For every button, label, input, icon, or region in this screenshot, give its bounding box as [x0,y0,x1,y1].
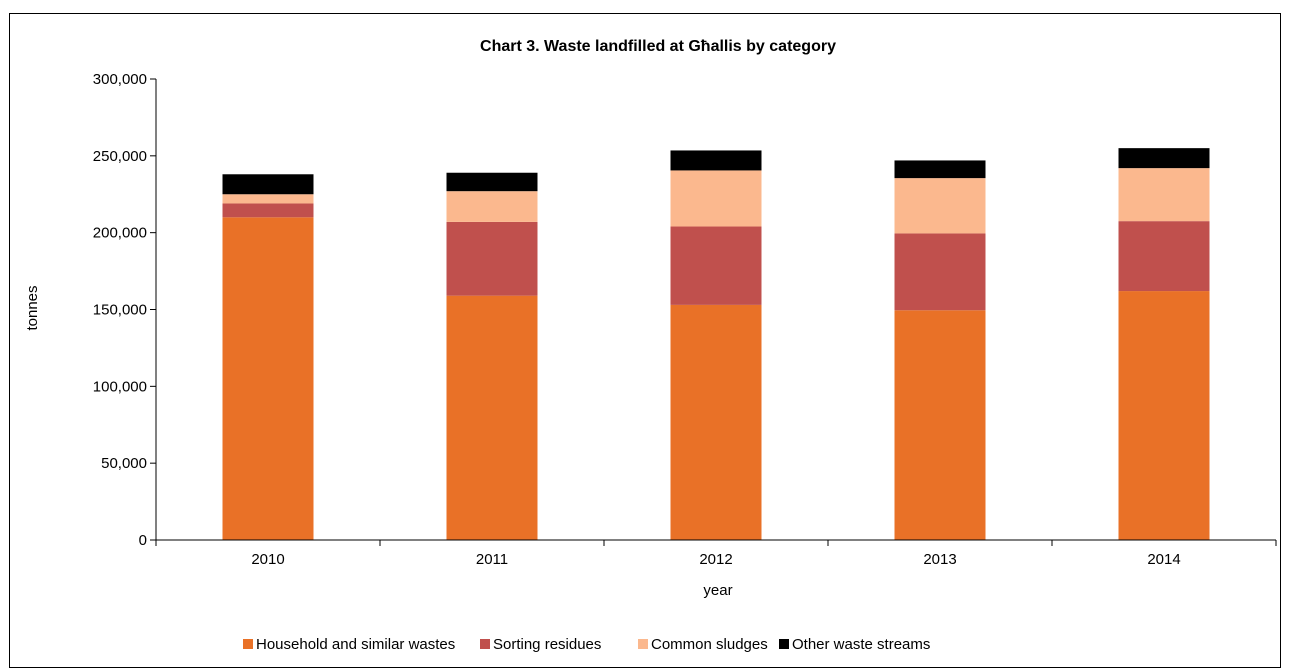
legend-label: Household and similar wastes [256,636,455,653]
x-tick-label: 2014 [1147,551,1180,568]
x-tick-label: 2013 [923,551,956,568]
bar-segment [894,310,986,540]
x-tick-label: 2010 [251,551,284,568]
bar-segment [222,194,314,204]
bar-segment [1118,221,1210,292]
bar-segment [670,226,762,305]
legend-item: Sorting residues [480,636,601,653]
bar-segment [446,191,538,222]
chart-frame: Chart 3. Waste landfilled at Għallis by … [9,13,1281,668]
legend-item: Other waste streams [779,636,930,653]
y-tick-label: 100,000 [93,378,147,395]
bar-segment [446,221,538,296]
bar-segment [894,178,986,234]
y-tick-label: 50,000 [101,455,147,472]
y-tick-label: 300,000 [93,71,147,88]
y-axis: 0 50,000 100,000 150,000 200,000 250,000 300,0… [93,71,157,549]
legend-swatch [638,639,648,649]
chart-title: Chart 3. Waste landfilled at Għallis by … [480,38,836,55]
bar-segment [894,160,986,179]
bar-segment [446,295,538,540]
legend-label: Common sludges [651,636,768,653]
legend-swatch [243,639,253,649]
bar-segment [222,217,314,541]
bar-segment [670,304,762,540]
bar-segment [1118,148,1210,169]
y-tick-label: 150,000 [93,302,147,319]
x-axis: 2010 2011 2012 2013 2014 [155,539,1277,568]
y-tick-label: 0 [139,532,147,549]
legend: Household and similar wastes Sorting resi… [243,636,930,653]
bar-segment [1118,291,1210,540]
bar-segment [670,170,762,227]
bar-segment [222,203,314,218]
x-tick-label: 2012 [699,551,732,568]
y-axis-label: tonnes [24,285,41,330]
y-tick-label: 200,000 [93,225,147,242]
chart-svg: Chart 3. Waste landfilled at Għallis by … [24,38,1277,653]
legend-label: Other waste streams [792,636,930,653]
bar-segment [670,150,762,171]
bar-segment [222,174,314,195]
legend-item: Household and similar wastes [243,636,455,653]
plot-area [222,148,1210,541]
legend-label: Sorting residues [493,636,601,653]
legend-swatch [779,639,789,649]
x-axis-label: year [703,582,732,599]
y-tick-label: 250,000 [93,148,147,165]
legend-swatch [480,639,490,649]
legend-item: Common sludges [638,636,768,653]
bar-segment [446,172,538,192]
bar-segment [894,233,986,311]
bar-segment [1118,168,1210,222]
x-tick-label: 2011 [476,551,508,568]
